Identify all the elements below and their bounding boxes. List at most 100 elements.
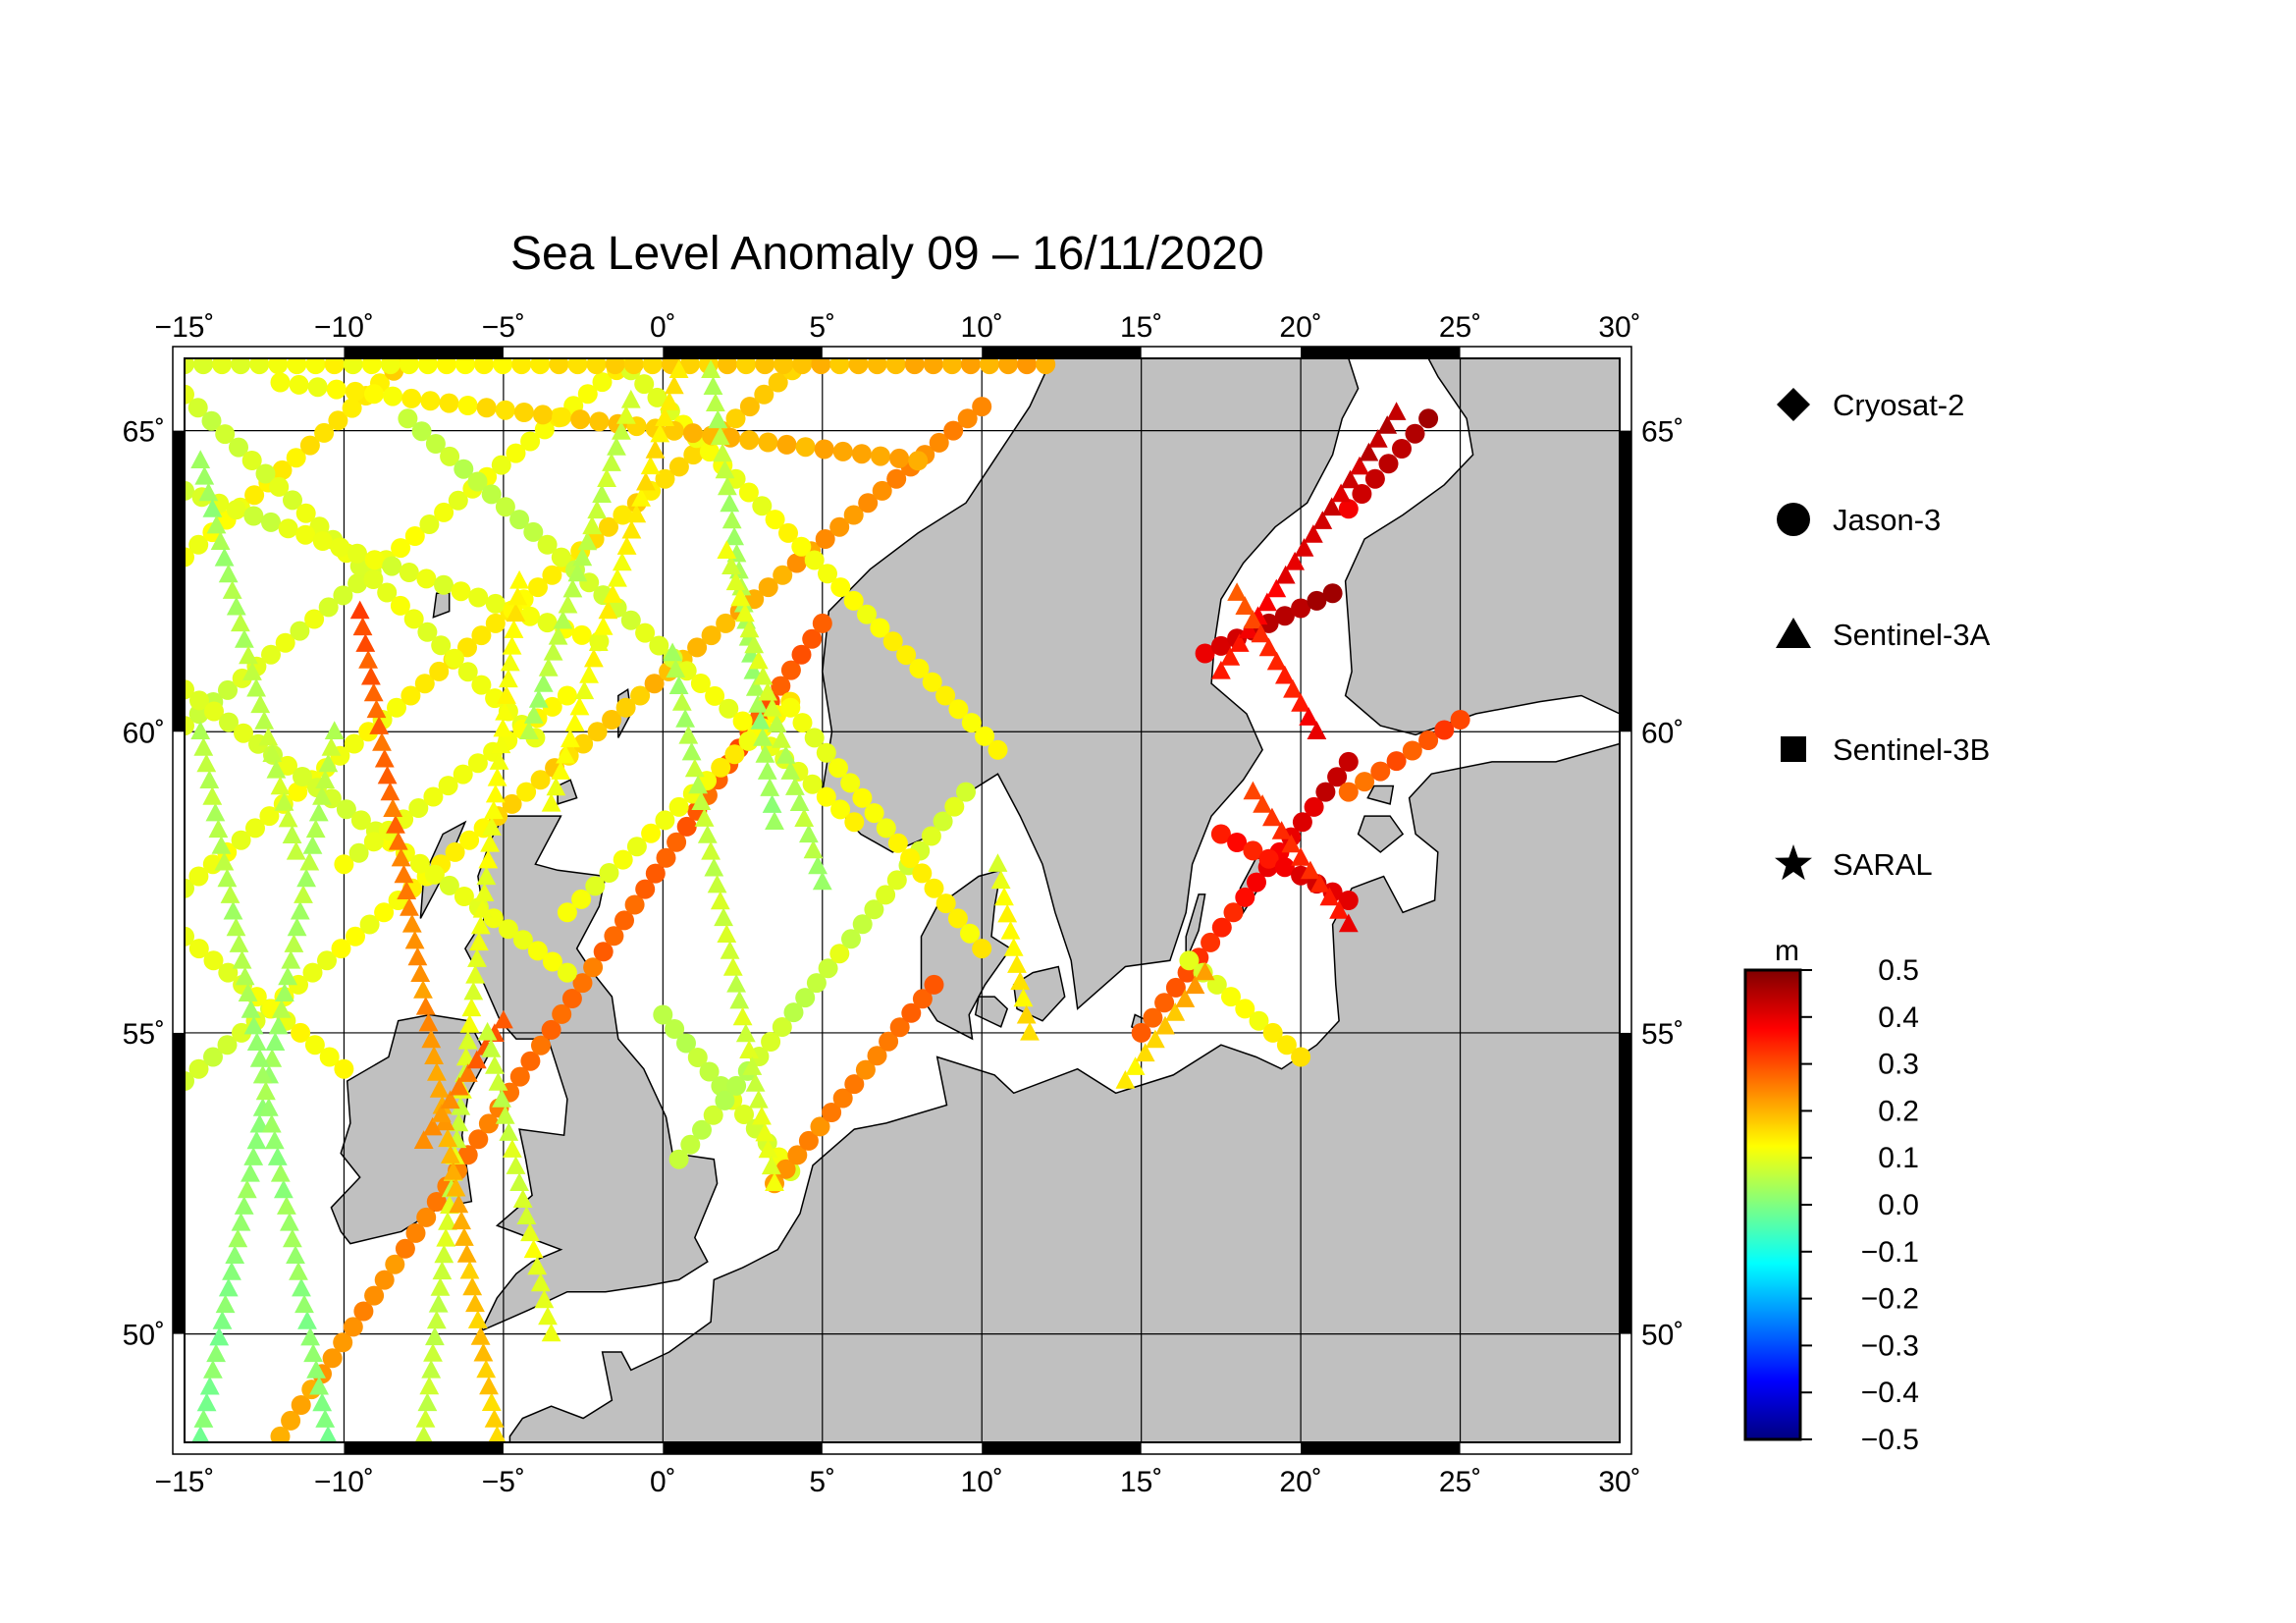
sentinel-3a-point — [287, 917, 307, 937]
jason-3-point — [411, 421, 432, 442]
sentinel-3a-point — [472, 898, 493, 918]
jason-3-point — [886, 468, 907, 489]
jason-3-point — [716, 613, 736, 633]
jason-3-point — [333, 585, 353, 606]
jason-3-point — [520, 1051, 541, 1071]
jason-3-point — [829, 944, 850, 964]
jason-3-point — [204, 701, 224, 722]
jason-3-point — [322, 1348, 343, 1369]
jason-3-point — [738, 730, 759, 751]
jason-3-point — [882, 631, 903, 652]
jason-3-point — [841, 929, 861, 949]
sentinel-3a-point — [449, 1076, 469, 1096]
jason-3-point — [485, 613, 506, 633]
jason-3-point — [245, 818, 265, 839]
sentinel-3a-point — [724, 526, 744, 546]
sentinel-3a-point — [427, 1062, 447, 1081]
sentinel-3a-point — [415, 996, 436, 1015]
sentinel-3a-point — [235, 966, 255, 986]
sentinel-3a-point — [715, 460, 735, 479]
jason-3-point — [495, 497, 515, 517]
jason-3-point — [1392, 439, 1412, 459]
jason-3-point — [830, 577, 851, 598]
sentinel-3a-point — [499, 1122, 519, 1141]
sentinel-3a-point — [1386, 402, 1407, 420]
sentinel-3a-point — [748, 650, 769, 670]
jason-3-point — [380, 358, 400, 375]
jason-3-point — [333, 1332, 353, 1353]
jason-3-point — [843, 505, 864, 525]
sentinel-3a-point — [255, 1081, 276, 1101]
jason-3-point — [286, 448, 306, 468]
sentinel-3a-point — [528, 689, 549, 708]
jason-3-point — [739, 430, 760, 451]
frame-bar-top — [982, 347, 1142, 358]
jason-3-point — [434, 574, 454, 595]
jason-3-point — [818, 564, 837, 584]
sentinel-3a-point — [206, 514, 227, 534]
sentinel-3a-point — [1271, 821, 1292, 839]
jason-3-point — [1249, 1010, 1269, 1031]
jason-3-point — [1434, 720, 1455, 740]
sentinel-3a-point — [748, 694, 769, 713]
jason-3-point — [244, 485, 265, 506]
jason-3-point — [783, 1002, 804, 1023]
legend-label: Cryosat-2 — [1833, 388, 1964, 422]
jason-3-point — [336, 799, 356, 820]
jason-3-point — [802, 774, 823, 794]
sentinel-3a-point — [812, 871, 832, 891]
sentinel-3a-point — [358, 650, 378, 669]
jason-3-point — [188, 534, 209, 555]
sentinel-3a-point — [755, 744, 775, 763]
sentinel-3a-point — [706, 393, 725, 411]
frame-bar-bottom — [344, 1442, 504, 1454]
sentinel-3a-point — [574, 680, 595, 700]
sentinel-3a-point — [290, 900, 310, 920]
jason-3-point — [358, 722, 379, 742]
sentinel-3a-point — [441, 1145, 460, 1163]
jason-3-point — [605, 358, 625, 375]
lat-tick-label-left: 55˚ — [123, 1018, 165, 1051]
jason-3-point — [520, 431, 541, 452]
sentinel-3a-point — [621, 519, 642, 539]
sentinel-3a-point — [324, 721, 345, 739]
jason-3-point — [270, 372, 291, 393]
sentinel-3a-point — [242, 662, 262, 680]
jason-3-point — [1227, 833, 1248, 852]
sentinel-3a-point — [352, 617, 373, 636]
jason-3-point — [417, 622, 438, 642]
sentinel-3a-point — [519, 721, 539, 739]
sentinel-3a-point — [210, 531, 231, 550]
jason-3-point — [439, 875, 459, 895]
jason-3-point — [752, 496, 773, 516]
jason-3-point — [1276, 1035, 1297, 1055]
sentinel-3a-point — [278, 966, 297, 986]
sentinel-3a-point — [252, 1064, 273, 1084]
sentinel-3a-point — [270, 776, 291, 795]
sentinel-3a-point — [404, 930, 425, 949]
sentinel-3a-point — [1329, 900, 1349, 919]
axis-tick-labels: −15˚ −15˚ −10˚ −10˚ −5˚ −5˚ 0˚ 0˚ 5˚ 5˚ 10˚ 10˚ 15˚ 1… — [123, 311, 1684, 1498]
sentinel-3a-point — [660, 392, 679, 410]
jason-3-point — [259, 806, 280, 827]
sentinel-3a-point — [484, 800, 504, 820]
jason-3-point — [457, 396, 478, 415]
sentinel-3a-point — [426, 1310, 447, 1329]
sentinel-3a-point — [270, 1163, 291, 1182]
jason-3-point — [602, 710, 622, 730]
sentinel-3a-point — [626, 504, 647, 523]
jason-3-point — [295, 524, 316, 545]
saaremaa-land — [1357, 815, 1405, 853]
jason-3-point — [1143, 1007, 1163, 1028]
jason-3-point — [363, 569, 384, 589]
sentinel-3a-point — [231, 613, 250, 632]
jason-3-point — [1450, 710, 1470, 730]
lon-tick-label-bottom: 25˚ — [1439, 1466, 1481, 1498]
sentinel-3a-point — [451, 1096, 471, 1115]
jason-3-point — [304, 609, 325, 629]
jason-3-point — [795, 437, 816, 458]
sentinel-3a-point — [234, 1196, 254, 1215]
jason-3-point — [734, 1105, 754, 1124]
jason-3-point — [726, 1075, 747, 1096]
jason-3-point — [687, 1048, 708, 1067]
